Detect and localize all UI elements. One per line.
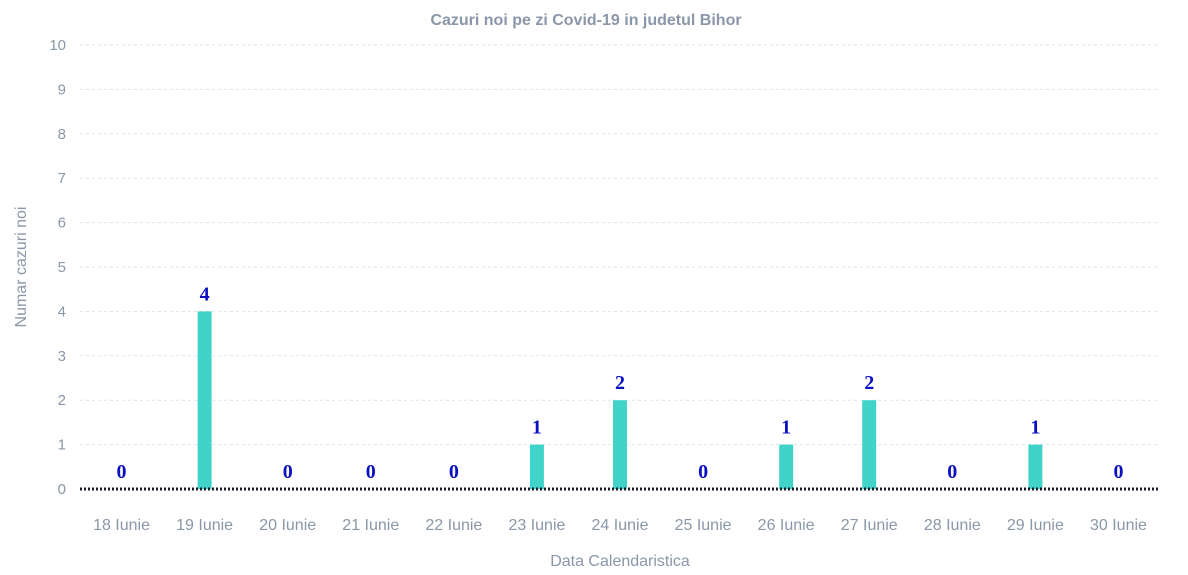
gridlines bbox=[80, 44, 1160, 446]
data-label: 0 bbox=[283, 461, 293, 483]
bar bbox=[862, 400, 877, 489]
x-tick-label: 24 Iunie bbox=[592, 517, 649, 534]
data-label: 0 bbox=[449, 461, 459, 483]
x-tick-label: 23 Iunie bbox=[508, 517, 565, 534]
y-tick-label: 2 bbox=[58, 392, 66, 409]
data-label: 0 bbox=[366, 461, 376, 483]
x-tick-label: 25 Iunie bbox=[675, 517, 732, 534]
y-tick-label: 8 bbox=[58, 126, 66, 143]
data-label: 1 bbox=[532, 417, 542, 439]
bar bbox=[529, 444, 544, 489]
y-tick-label: 9 bbox=[58, 81, 66, 98]
bar bbox=[779, 444, 794, 489]
bar bbox=[197, 311, 212, 489]
x-tick-label: 30 Iunie bbox=[1090, 517, 1147, 534]
y-tick-label: 7 bbox=[58, 170, 66, 187]
y-tick-label: 10 bbox=[49, 37, 66, 54]
x-tick-label: 19 Iunie bbox=[176, 517, 233, 534]
data-label: 0 bbox=[117, 461, 127, 483]
x-tick-label: 21 Iunie bbox=[342, 517, 399, 534]
x-tick-label: 27 Iunie bbox=[841, 517, 898, 534]
x-axis-label: Data Calendaristica bbox=[550, 553, 690, 570]
data-labels: 0 4 0 0 0 1 2 0 1 2 0 1 0 bbox=[117, 283, 1124, 483]
bars bbox=[197, 311, 1043, 489]
y-tick-label: 3 bbox=[58, 348, 66, 365]
y-tick-label: 0 bbox=[58, 481, 66, 498]
x-axis-ticks: 18 Iunie 19 Iunie 20 Iunie 21 Iunie 22 Iunie… bbox=[93, 517, 1147, 534]
x-tick-label: 20 Iunie bbox=[259, 517, 316, 534]
chart-title: Cazuri noi pe zi Covid-19 in judetul Bih… bbox=[430, 12, 741, 29]
data-label: 2 bbox=[615, 372, 625, 394]
bar bbox=[1028, 444, 1043, 489]
y-tick-label: 6 bbox=[58, 215, 66, 232]
y-tick-label: 4 bbox=[58, 303, 66, 320]
data-label: 1 bbox=[1030, 417, 1040, 439]
data-label: 0 bbox=[947, 461, 957, 483]
x-tick-label: 26 Iunie bbox=[758, 517, 815, 534]
x-tick-label: 28 Iunie bbox=[924, 517, 981, 534]
x-tick-label: 29 Iunie bbox=[1007, 517, 1064, 534]
data-label: 2 bbox=[864, 372, 874, 394]
data-label: 0 bbox=[1113, 461, 1123, 483]
y-tick-label: 1 bbox=[58, 437, 66, 454]
data-label: 0 bbox=[698, 461, 708, 483]
data-label: 4 bbox=[200, 283, 210, 305]
y-axis-label: Numar cazuri noi bbox=[13, 207, 30, 328]
y-tick-label: 5 bbox=[58, 259, 66, 276]
data-label: 1 bbox=[781, 417, 791, 439]
x-tick-label: 22 Iunie bbox=[425, 517, 482, 534]
bar bbox=[613, 400, 627, 489]
x-tick-label: 18 Iunie bbox=[93, 517, 150, 534]
y-axis-ticks: 0 1 2 3 4 5 6 7 8 9 10 bbox=[49, 37, 66, 498]
